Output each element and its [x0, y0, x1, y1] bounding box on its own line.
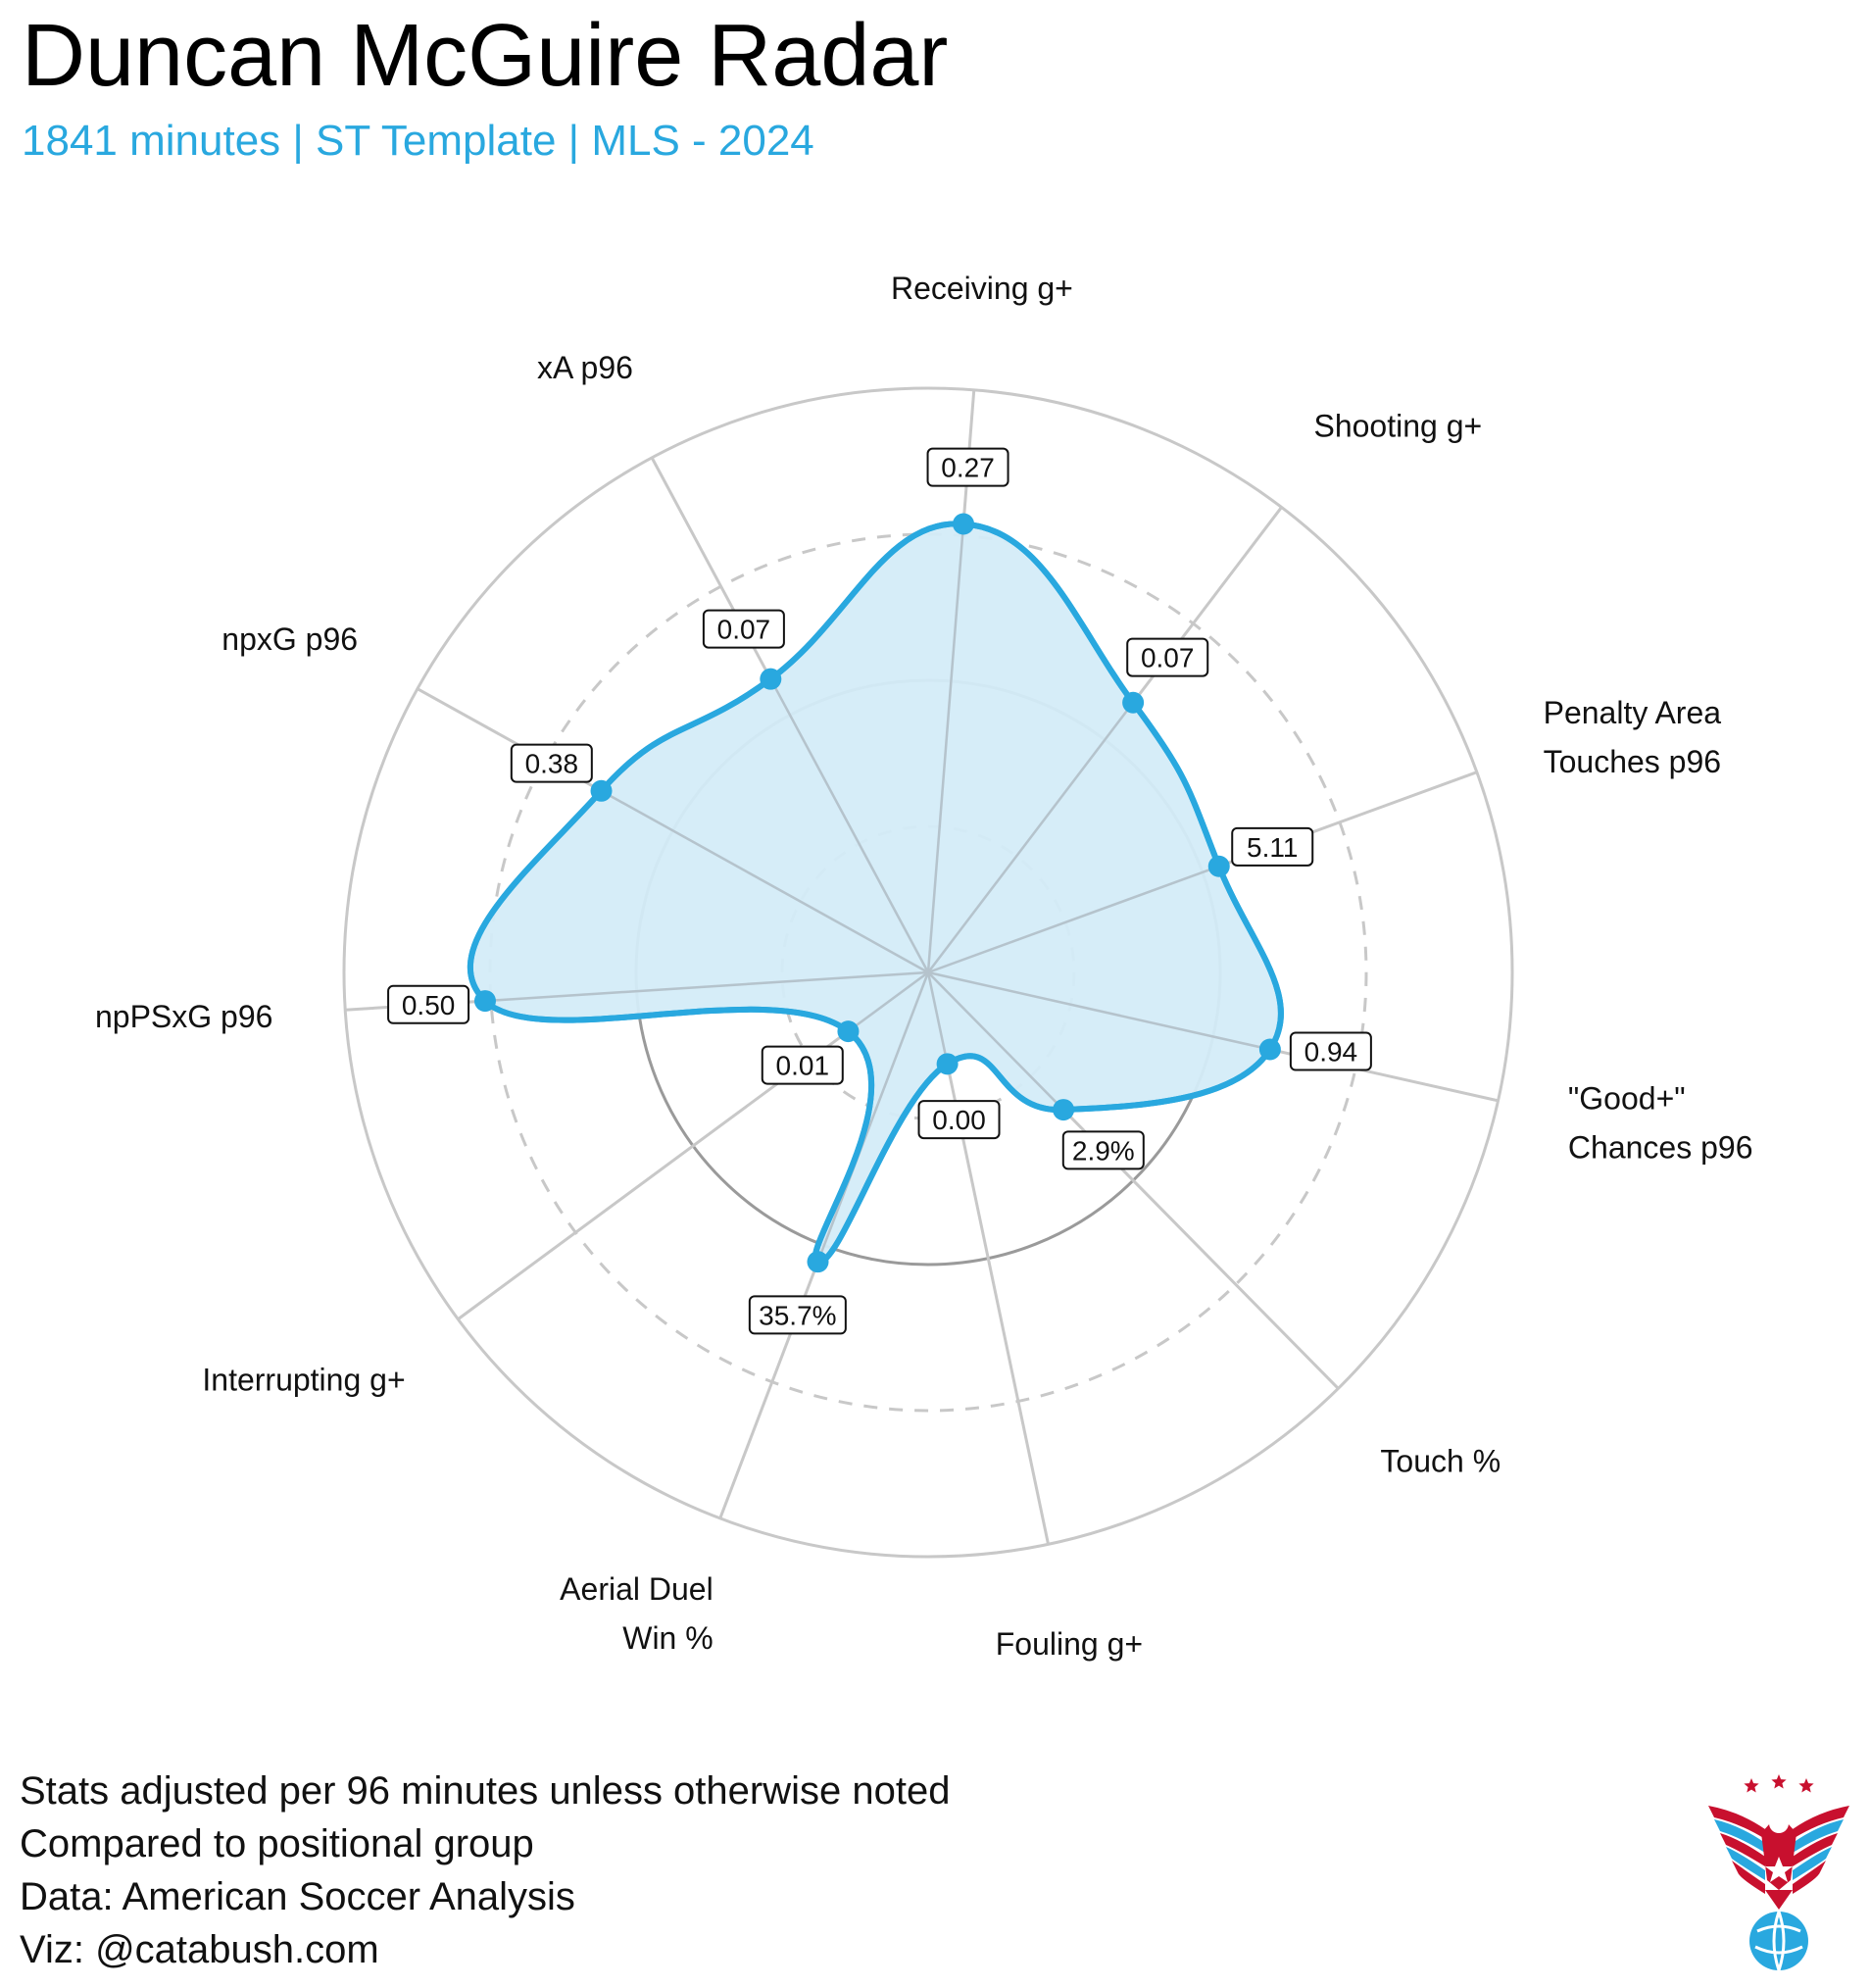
- radar-value-label: 0.27: [926, 447, 1009, 487]
- radar-spoke-inner: [600, 789, 929, 974]
- radar-point: [953, 513, 975, 535]
- footer-note: Stats adjusted per 96 minutes unless oth…: [20, 1769, 951, 1813]
- radar-point: [760, 668, 782, 690]
- radar-value-label: 0.38: [510, 743, 593, 783]
- radar-point: [837, 1020, 860, 1043]
- radar-spoke-inner: [926, 523, 965, 973]
- radar-value-label: 0.01: [761, 1045, 844, 1085]
- radar-value-text: 0.94: [1304, 1037, 1358, 1068]
- radar-value-text: 35.7%: [759, 1300, 836, 1330]
- radar-spoke-inner: [927, 701, 1135, 973]
- radar-value-label: 5.11: [1231, 826, 1314, 867]
- footer-notes: Stats adjusted per 96 minutes unless oth…: [20, 1764, 950, 1976]
- eagle-soccer-ball-logo-icon: [1708, 1774, 1849, 1971]
- radar-axis-label: "Good+": [1568, 1081, 1686, 1117]
- radar-axis-label: Fouling g+: [996, 1626, 1143, 1662]
- footer-note: Compared to positional group: [20, 1822, 534, 1865]
- radar-point: [807, 1251, 829, 1273]
- footer-note: Data: American Soccer Analysis: [20, 1875, 575, 1918]
- radar-chart: 0.27 0.07 5.11 0.94 2.9% 0.00 35.7% 0.01 0.50 0.3…: [95, 271, 1753, 1662]
- radar-point: [1053, 1099, 1075, 1121]
- chart-subtitle: 1841 minutes | ST Template | MLS - 2024: [22, 117, 814, 165]
- radar-value-text: 0.07: [1141, 643, 1195, 673]
- radar-axis-label: Touch %: [1380, 1443, 1501, 1478]
- radar-value-label: 0.00: [917, 1100, 1001, 1140]
- radar-axis-label: Touches p96: [1544, 744, 1721, 779]
- radar-axis-label: npPSxG p96: [95, 999, 272, 1034]
- radar-point: [936, 1053, 959, 1075]
- radar-point: [1122, 691, 1145, 714]
- radar-value-label: 0.07: [702, 609, 785, 649]
- radar-spoke-inner: [847, 970, 929, 1033]
- radar-spoke-inner: [484, 970, 929, 1003]
- radar-value-text: 2.9%: [1072, 1135, 1135, 1166]
- chart-title: Duncan McGuire Radar: [22, 7, 949, 105]
- radar-point: [1207, 855, 1230, 877]
- radar-value-text: 0.01: [776, 1051, 830, 1081]
- radar-axis-label: Shooting g+: [1313, 409, 1482, 444]
- radar-value-text: 0.00: [932, 1105, 986, 1135]
- radar-value-label: 0.50: [387, 984, 470, 1024]
- radar-axis-labels: Receiving g+ Shooting g+ Penalty Area Touch…: [95, 271, 1753, 1662]
- radar-points: 0.27 0.07 5.11 0.94 2.9% 0.00 35.7% 0.01 0.50 0.3…: [387, 447, 1372, 1335]
- radar-axis-label: Receiving g+: [891, 271, 1073, 306]
- radar-spoke-inner: [769, 678, 930, 973]
- footer-note: Viz: @catabush.com: [20, 1928, 379, 1971]
- radar-value-label: 35.7%: [748, 1295, 847, 1335]
- radar-spoke-inner: [927, 865, 1220, 974]
- radar-axis-label: xA p96: [537, 350, 633, 385]
- radar-axis-label: Penalty Area: [1544, 695, 1722, 730]
- radar-value-text: 0.27: [941, 453, 995, 483]
- radar-axis-label: Chances p96: [1568, 1130, 1753, 1166]
- radar-value-label: 0.07: [1126, 637, 1209, 677]
- radar-value-text: 0.50: [402, 990, 456, 1020]
- radar-value-text: 0.38: [525, 749, 579, 779]
- radar-point: [590, 779, 613, 802]
- radar-axis-label: Win %: [622, 1620, 713, 1656]
- radar-spoke-inner: [927, 970, 1271, 1051]
- radar-value-text: 0.07: [717, 615, 771, 645]
- radar-spoke-inner: [926, 971, 949, 1065]
- radar-value-text: 5.11: [1247, 832, 1298, 863]
- radar-spoke-inner: [816, 971, 930, 1263]
- radar-axis-label: Aerial Duel: [560, 1571, 714, 1607]
- radar-ring: [342, 386, 1514, 1559]
- radar-point: [1258, 1038, 1281, 1061]
- radar-point: [473, 990, 496, 1013]
- radar-axis-label: Interrupting g+: [202, 1362, 405, 1397]
- radar-axis-label: npxG p96: [221, 621, 358, 657]
- radar-spoke-inner: [927, 971, 1064, 1111]
- radar-value-label: 0.94: [1289, 1031, 1372, 1071]
- radar-value-label: 2.9%: [1061, 1130, 1145, 1170]
